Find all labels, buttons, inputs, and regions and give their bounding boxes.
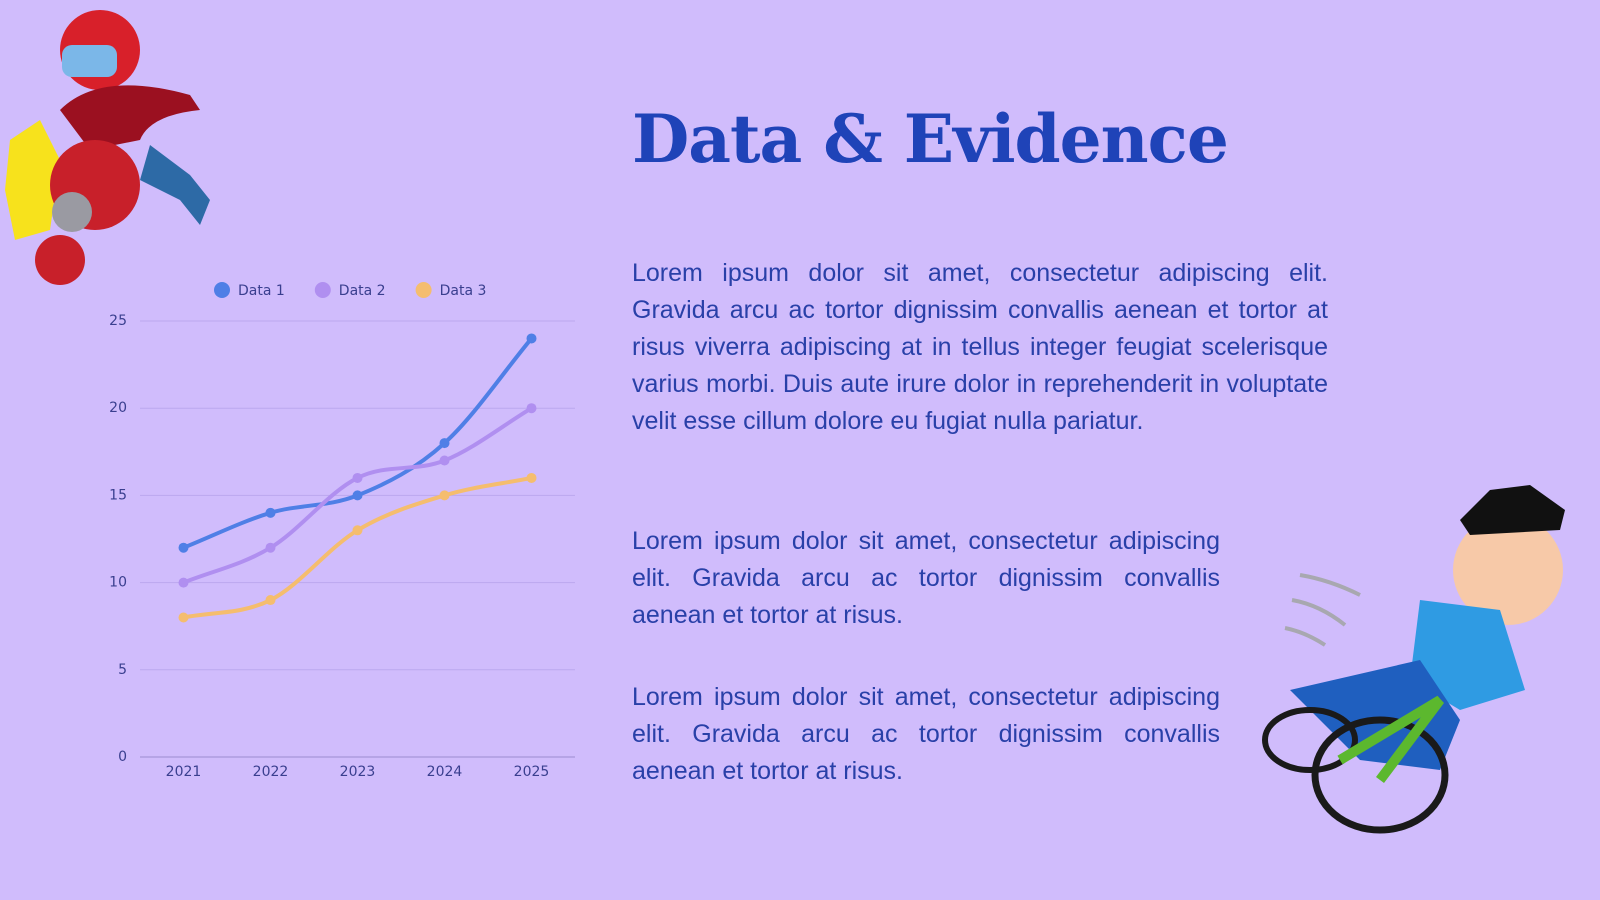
data-point bbox=[526, 472, 537, 483]
data-point bbox=[439, 438, 450, 449]
data-point bbox=[265, 595, 276, 606]
legend-label: Data 3 bbox=[440, 283, 487, 299]
data-point bbox=[352, 472, 363, 483]
legend-label: Data 1 bbox=[238, 283, 285, 299]
cyclist-illustration bbox=[1262, 485, 1565, 834]
data-point bbox=[178, 612, 189, 623]
slide-title: Data & Evidence bbox=[632, 100, 1229, 178]
motorcyclist-illustration bbox=[5, 10, 210, 285]
y-tick-label: 20 bbox=[109, 400, 127, 416]
x-tick-label: 2024 bbox=[427, 764, 463, 780]
x-tick-label: 2025 bbox=[514, 764, 550, 780]
data-point bbox=[265, 542, 276, 553]
legend-marker bbox=[415, 282, 432, 298]
legend-label: Data 2 bbox=[339, 283, 386, 299]
y-tick-label: 10 bbox=[109, 575, 127, 591]
x-tick-label: 2023 bbox=[340, 764, 376, 780]
legend-marker bbox=[214, 282, 230, 298]
y-tick-label: 0 bbox=[118, 749, 127, 765]
data-point bbox=[526, 333, 537, 344]
legend-marker bbox=[314, 282, 331, 298]
data-point bbox=[178, 542, 189, 553]
y-tick-label: 15 bbox=[109, 487, 127, 503]
y-tick-label: 25 bbox=[109, 313, 127, 329]
data-point bbox=[526, 403, 537, 414]
x-tick-label: 2021 bbox=[166, 764, 202, 780]
paragraph: Lorem ipsum dolor sit amet, consectetur … bbox=[632, 259, 1328, 435]
paragraph: Lorem ipsum dolor sit amet, consectetur … bbox=[632, 527, 1220, 629]
data-point bbox=[178, 577, 189, 588]
data-point bbox=[352, 525, 363, 536]
paragraph: Lorem ipsum dolor sit amet, consectetur … bbox=[632, 683, 1220, 785]
data-point bbox=[352, 490, 363, 501]
data-point bbox=[265, 507, 276, 518]
data-point bbox=[439, 455, 450, 466]
data-point bbox=[439, 490, 450, 501]
x-tick-label: 2022 bbox=[253, 764, 289, 780]
y-tick-label: 5 bbox=[118, 662, 127, 678]
